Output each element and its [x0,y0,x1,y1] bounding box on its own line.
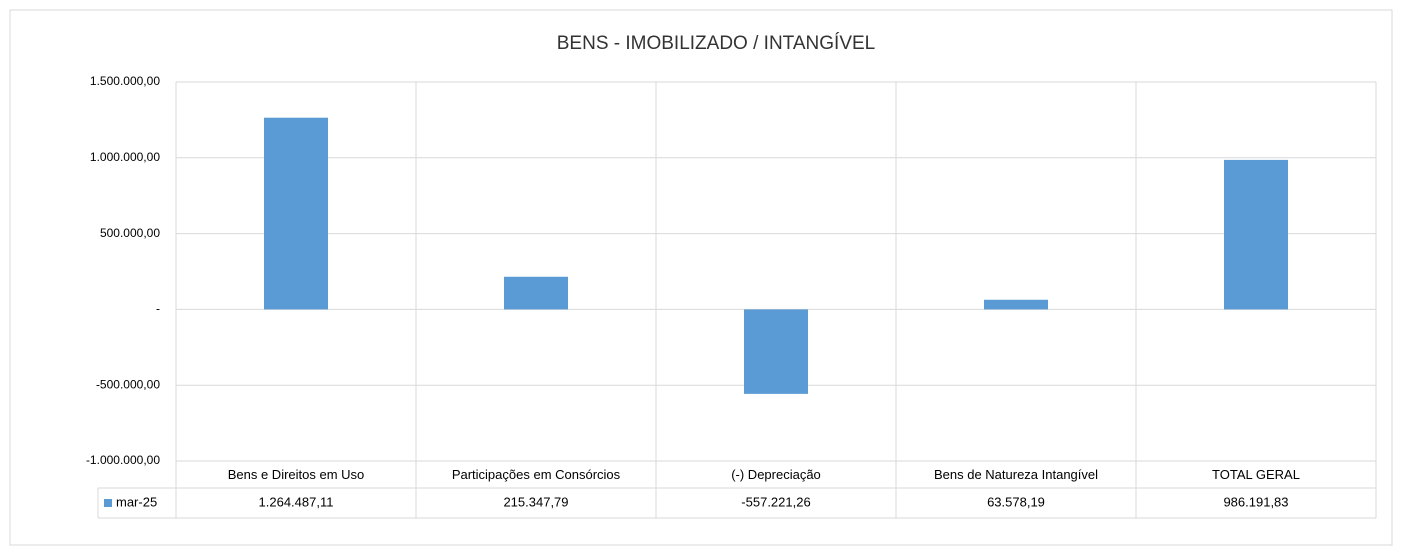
bar [1224,159,1288,310]
data-table-value: 1.264.487,11 [259,494,334,509]
y-tick-label: -500.000,00 [96,377,160,391]
chart-title: BENS - IMOBILIZADO / INTANGÍVEL [557,33,875,54]
data-table-value: 986.191,83 [1223,494,1288,509]
y-tick-label: 1.500.000,00 [90,74,160,88]
data-table-value: 63.578,19 [987,494,1045,509]
y-tick-label: 500.000,00 [100,226,160,240]
bar [504,276,568,310]
x-tick-label: Participações em Consórcios [452,467,621,482]
x-tick-label: Bens de Natureza Intangível [934,467,1098,482]
x-tick-label: (-) Depreciação [731,467,821,482]
bar [744,309,808,394]
x-tick-label: TOTAL GERAL [1212,467,1300,482]
y-tick-label: - [156,302,160,316]
data-table-value: 215.347,79 [503,494,568,509]
legend-swatch [104,499,112,507]
bar [264,117,328,310]
y-tick-label: 1.000.000,00 [90,150,160,164]
legend-label: mar-25 [116,494,157,509]
bar [984,299,1048,310]
x-tick-label: Bens e Direitos em Uso [228,467,365,482]
y-tick-label: -1.000.000,00 [86,453,160,467]
data-table-value: -557.221,26 [741,494,810,509]
chart-border [9,9,1393,546]
